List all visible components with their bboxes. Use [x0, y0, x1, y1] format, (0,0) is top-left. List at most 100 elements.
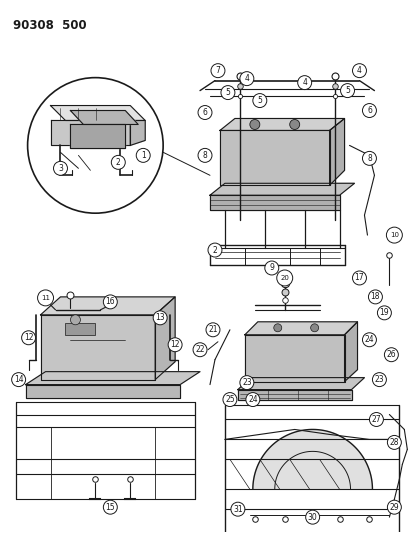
- Polygon shape: [244, 335, 344, 382]
- Polygon shape: [252, 430, 372, 489]
- Text: 5: 5: [257, 96, 261, 105]
- Polygon shape: [237, 377, 363, 390]
- Text: 23: 23: [242, 378, 251, 387]
- Text: 14: 14: [14, 375, 24, 384]
- Text: 24: 24: [364, 335, 373, 344]
- Circle shape: [276, 270, 292, 286]
- Circle shape: [136, 148, 150, 163]
- Circle shape: [230, 502, 244, 516]
- Circle shape: [221, 86, 234, 100]
- Text: 2: 2: [212, 246, 217, 255]
- Text: 26: 26: [386, 350, 395, 359]
- Text: 90308  500: 90308 500: [13, 19, 86, 32]
- Polygon shape: [70, 125, 125, 148]
- Text: 11: 11: [41, 295, 50, 301]
- Text: 16: 16: [105, 297, 115, 306]
- Text: 31: 31: [233, 505, 242, 514]
- Polygon shape: [155, 297, 175, 379]
- Polygon shape: [209, 183, 354, 195]
- Circle shape: [197, 106, 211, 119]
- Polygon shape: [219, 118, 344, 131]
- Circle shape: [384, 348, 397, 362]
- Circle shape: [12, 373, 26, 386]
- Text: 2: 2: [116, 158, 120, 167]
- Text: 21: 21: [208, 325, 217, 334]
- Text: 22: 22: [195, 345, 204, 354]
- Circle shape: [351, 63, 366, 78]
- Polygon shape: [244, 322, 357, 335]
- Circle shape: [239, 71, 253, 86]
- Text: 12: 12: [24, 333, 33, 342]
- Circle shape: [38, 290, 53, 306]
- Text: 6: 6: [202, 108, 207, 117]
- Polygon shape: [344, 322, 357, 382]
- Circle shape: [103, 500, 117, 514]
- Text: 1: 1: [140, 151, 145, 160]
- Circle shape: [245, 393, 259, 407]
- Circle shape: [264, 261, 278, 275]
- Circle shape: [385, 227, 401, 243]
- Circle shape: [362, 151, 375, 165]
- Text: 8: 8: [202, 151, 207, 160]
- Circle shape: [153, 311, 167, 325]
- Circle shape: [111, 156, 125, 169]
- Text: 30: 30: [307, 513, 317, 522]
- Polygon shape: [70, 110, 138, 125]
- Circle shape: [168, 338, 182, 352]
- Circle shape: [387, 500, 400, 514]
- Polygon shape: [237, 390, 351, 400]
- Text: 3: 3: [58, 164, 63, 173]
- Text: 23: 23: [374, 375, 383, 384]
- Text: 10: 10: [389, 232, 398, 238]
- Text: 19: 19: [379, 309, 388, 317]
- Circle shape: [53, 161, 67, 175]
- Text: 27: 27: [371, 415, 380, 424]
- Circle shape: [70, 315, 80, 325]
- Circle shape: [206, 323, 219, 337]
- Bar: [65, 323, 95, 335]
- Text: 12: 12: [170, 340, 179, 349]
- Text: 7: 7: [215, 66, 220, 75]
- Circle shape: [368, 413, 382, 426]
- Circle shape: [239, 376, 253, 390]
- Text: 17: 17: [354, 273, 363, 282]
- Polygon shape: [50, 106, 145, 120]
- Text: 5: 5: [225, 88, 230, 97]
- Circle shape: [28, 78, 163, 213]
- Circle shape: [273, 324, 281, 332]
- Circle shape: [192, 343, 206, 357]
- Circle shape: [211, 63, 224, 78]
- Circle shape: [368, 290, 382, 304]
- Polygon shape: [329, 118, 344, 185]
- Circle shape: [197, 148, 211, 163]
- Polygon shape: [219, 131, 329, 185]
- Polygon shape: [26, 385, 180, 398]
- Text: 28: 28: [389, 438, 398, 447]
- Polygon shape: [40, 297, 175, 315]
- Text: 25: 25: [225, 395, 234, 404]
- Circle shape: [372, 373, 385, 386]
- Circle shape: [249, 119, 259, 130]
- Text: 13: 13: [155, 313, 164, 322]
- Circle shape: [289, 119, 299, 130]
- Circle shape: [351, 271, 366, 285]
- Circle shape: [377, 306, 390, 320]
- Circle shape: [387, 435, 400, 449]
- Circle shape: [340, 84, 354, 98]
- Text: 9: 9: [269, 263, 273, 272]
- Polygon shape: [26, 372, 199, 385]
- Text: 6: 6: [366, 106, 371, 115]
- Circle shape: [103, 295, 117, 309]
- Circle shape: [21, 331, 36, 345]
- Circle shape: [362, 103, 375, 117]
- Polygon shape: [50, 120, 130, 146]
- Circle shape: [223, 393, 236, 407]
- Text: 8: 8: [366, 154, 371, 163]
- Polygon shape: [40, 315, 155, 379]
- Text: 20: 20: [280, 275, 288, 281]
- Text: 24: 24: [247, 395, 257, 404]
- Text: 18: 18: [370, 293, 379, 301]
- Text: 5: 5: [344, 86, 349, 95]
- Polygon shape: [130, 120, 145, 146]
- Circle shape: [305, 510, 319, 524]
